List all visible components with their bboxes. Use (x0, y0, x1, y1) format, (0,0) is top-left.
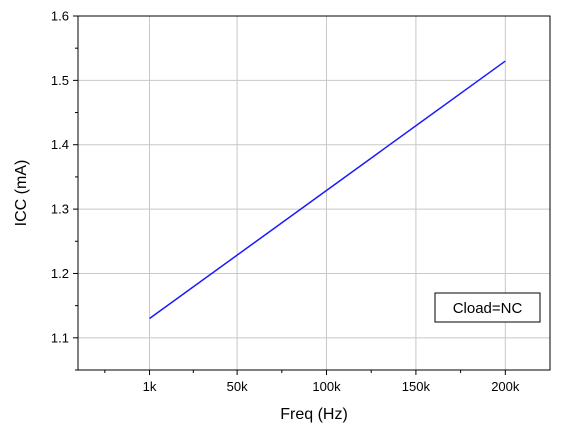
series-group (149, 60, 506, 320)
y-tick-label: 1.6 (51, 9, 69, 24)
y-tick-label: 1.1 (51, 330, 69, 345)
annotation-text: Cload=NC (453, 300, 523, 317)
annotation-box: Cload=NC (434, 292, 541, 323)
y-tick-labels: 1.1 1.2 1.3 1.4 1.5 1.6 (51, 9, 69, 346)
series-line (149, 60, 506, 320)
x-tick-label: 200k (491, 379, 520, 394)
x-tick-label: 100k (312, 379, 341, 394)
x-tick-labels: 1k 50k 100k 150k 200k (143, 379, 520, 394)
major-ticks (73, 15, 506, 375)
plot-frame (77, 15, 551, 371)
x-tick-label: 50k (227, 379, 248, 394)
annotation-frame (434, 292, 541, 323)
y-tick-label: 1.3 (51, 202, 69, 217)
y-tick-label: 1.4 (51, 137, 69, 152)
minor-ticks (75, 47, 462, 373)
x-tick-label: 150k (402, 379, 431, 394)
x-axis-title: Freq (Hz) (280, 406, 348, 423)
x-tick-label: 1k (143, 379, 157, 394)
y-tick-label: 1.5 (51, 73, 69, 88)
y-axis-title: ICC (mA) (13, 160, 30, 227)
y-tick-label: 1.2 (51, 266, 69, 281)
